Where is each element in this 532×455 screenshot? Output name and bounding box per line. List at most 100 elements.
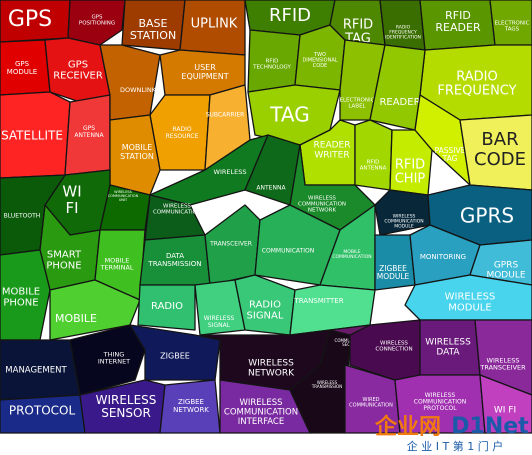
- cell-label: SIGNAL: [208, 322, 231, 329]
- cell-label: COMMUNICATION: [384, 219, 423, 225]
- cell-label: WIRELESS: [114, 190, 133, 194]
- cell-label: CODE: [474, 149, 526, 170]
- cell-label: WIRELESS: [214, 168, 247, 176]
- cell-label: PROTOCOL: [423, 405, 457, 412]
- cell-label: WIRELESS: [317, 380, 338, 385]
- cell-label: WI: [62, 182, 81, 200]
- voronoi-cell: [374, 234, 416, 291]
- cell-label: MODULE: [377, 272, 410, 281]
- cell-label: SIGNAL: [247, 311, 284, 322]
- cell-label: MODULE: [394, 223, 414, 229]
- cell-label: BAR: [481, 129, 518, 150]
- cell-label: NETWORK: [248, 368, 295, 378]
- cell-label: TERMINAL: [99, 264, 133, 272]
- voronoi-cell: [389, 129, 433, 196]
- cell-label: STATION: [130, 29, 176, 42]
- cell-label: RADIO: [249, 300, 281, 311]
- cell-label: WIRELESS: [380, 340, 408, 346]
- cell-label: GPS: [68, 60, 88, 71]
- cell-label: ELECTRONIC: [340, 97, 375, 103]
- cell-label: TRANSMITTER: [293, 297, 343, 305]
- cell-label: SMART: [47, 250, 82, 261]
- cell-label: CONNECTION: [375, 347, 412, 353]
- cell-label: TAG: [442, 154, 458, 163]
- cell-label: BLUETOOTH: [4, 213, 41, 220]
- cell-label: ANTENNA: [256, 185, 286, 192]
- cell-label: ANTENNA: [74, 132, 104, 139]
- cell-label: COMMUNICATION: [298, 202, 346, 208]
- cell-label: GPS: [91, 14, 103, 20]
- cell-label: GPS: [83, 125, 95, 132]
- cell-label: UPLINK: [191, 17, 238, 32]
- cell-label: PHONE: [46, 261, 81, 272]
- cell-label: DOWNLINK: [120, 86, 157, 94]
- voronoi-cell: [474, 319, 532, 396]
- cell-label: CHIP: [395, 172, 426, 187]
- cell-label: RADIO: [172, 126, 191, 133]
- cell-label: SENSOR: [101, 406, 151, 420]
- cell-label: RFID: [266, 58, 279, 64]
- watermark: 企业网 D1Net 企 业 I T 第 1 门 户: [374, 414, 529, 453]
- cell-label: ANTENNA: [360, 166, 387, 172]
- cell-label: ELECTRONIC: [495, 20, 530, 26]
- cell-label: SATELLITE: [1, 129, 63, 143]
- cell-label: WIRELESS: [487, 356, 520, 364]
- voronoi-cell: [489, 0, 532, 46]
- cell-label: GPS: [8, 7, 52, 32]
- cell-label: READER: [379, 97, 420, 108]
- cell-label: FI: [65, 199, 78, 217]
- cell-label: COMMUNICATION: [332, 254, 371, 260]
- cell-label: NETWORK: [308, 208, 337, 214]
- logo-en: D1Net: [451, 414, 529, 439]
- cell-label: TRANSMISSION: [147, 260, 201, 268]
- cell-label: WIRELESS: [204, 315, 235, 322]
- cell-label: GPRS: [460, 204, 514, 228]
- cell-label: FREQUENCY: [437, 84, 516, 99]
- cell-label: WIRELESS: [445, 292, 496, 303]
- cell-label: IDENTIFICATION: [385, 34, 421, 40]
- cell-label: READER: [435, 21, 481, 34]
- cell-label: MOBILE: [2, 287, 40, 298]
- cell-label: WIRELESS: [96, 393, 157, 407]
- cell-label: RECEIVER: [53, 71, 103, 82]
- cell-label: ZIGBEE: [379, 264, 407, 273]
- cell-label: MOBILE: [105, 256, 130, 264]
- cell-label: TRANSCEIVER: [479, 364, 526, 372]
- cell-label: EQUIPMENT: [181, 72, 228, 81]
- cell-label: WIRELESS: [393, 214, 416, 220]
- cell-label: TECHNOLOGY: [252, 65, 291, 71]
- cell-label: MOBILE: [55, 312, 97, 325]
- cell-label: WIRED: [363, 397, 380, 403]
- cell-label: RADIO: [151, 301, 183, 312]
- cell-label: RESOURCE: [166, 133, 199, 140]
- voronoi-cell: [469, 239, 532, 286]
- cells: GPS GPSPOSITIONINGGPSMODULEGPSRECEIVERSAT…: [0, 0, 532, 434]
- cell-label: BASE: [138, 17, 167, 30]
- cell-label: MANAGEMENT: [5, 366, 67, 376]
- cell-label: RADIO: [396, 25, 411, 31]
- voronoi-cell: [67, 0, 126, 46]
- cell-label: COMMUNICATION: [153, 210, 201, 216]
- cell-label: SUBCARRIER: [206, 112, 245, 119]
- cell-label: RFID: [343, 17, 373, 32]
- cell-label: RFID: [445, 9, 471, 22]
- cell-label: NETWORK: [173, 406, 209, 414]
- cell-label: UNIT: [119, 198, 128, 202]
- cell-label: CODE: [313, 63, 327, 69]
- cell-label: ZIGBEE: [178, 398, 204, 406]
- cell-label: PHONE: [3, 298, 38, 309]
- voronoi-cell: [137, 284, 196, 331]
- cell-label: COMMUNICATION: [349, 402, 393, 408]
- cell-label: LABEL: [348, 104, 366, 110]
- cell-label: WI FI: [494, 406, 516, 416]
- logo-cn: 企业网: [374, 414, 441, 440]
- cell-label: THING: [103, 350, 125, 358]
- cell-label: PASSIVE: [435, 146, 466, 155]
- voronoi-cell: [459, 114, 532, 191]
- cell-label: WRITER: [314, 150, 349, 160]
- cell-label: MODULE: [486, 270, 525, 280]
- cell-label: WIRELESS: [308, 195, 336, 201]
- cell-label: MONITORING: [420, 253, 466, 261]
- cell-label: RADIO: [456, 69, 497, 84]
- slogan: 企 业 I T 第 1 门 户: [407, 439, 503, 453]
